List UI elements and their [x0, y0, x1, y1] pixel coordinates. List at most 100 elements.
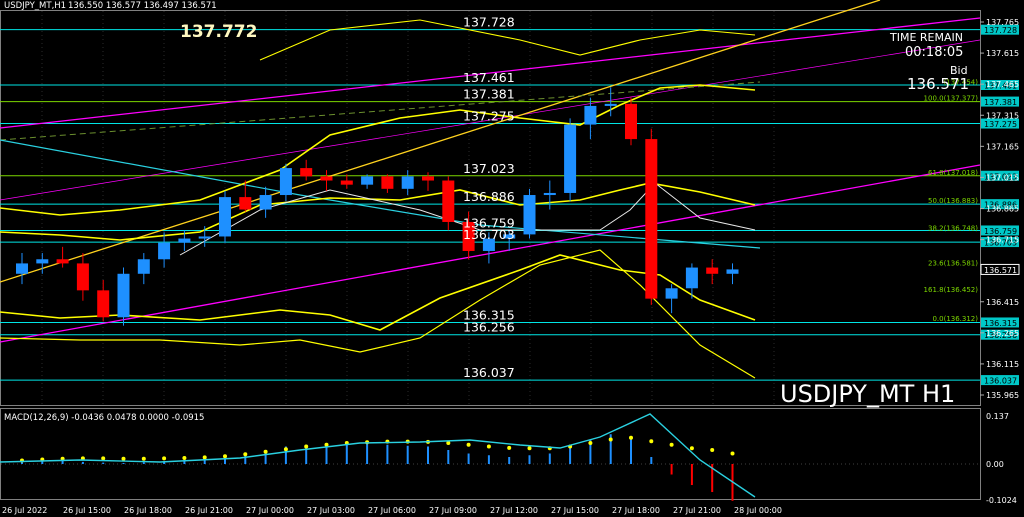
time-tick-label: 27 Jul 15:00 [551, 506, 599, 515]
fib-label: 161.8(136.452) [924, 286, 979, 294]
macd-signal-dot [101, 456, 106, 461]
level-axis-tag [981, 170, 1019, 181]
level-axis-tag-text: 137.275 [984, 120, 1017, 129]
time-axis: 26 Jul 2022 26 Jul 15:00 26 Jul 18:00 26 Ju… [2, 506, 782, 515]
time-tick-label: 26 Jul 15:00 [63, 506, 111, 515]
macd-signal-dot [223, 454, 227, 459]
macd-signal-dot [527, 446, 532, 451]
level-axis-tag-text: 136.759 [984, 227, 1017, 236]
time-tick-label: 27 Jul 09:00 [429, 506, 477, 515]
time-tick-label: 27 Jul 06:00 [368, 506, 416, 515]
price-tick-label: 137.615 [986, 49, 1019, 58]
candle-body [726, 269, 739, 274]
price-tick-label: 137.315 [986, 111, 1019, 120]
time-tick-label: 28 Jul 00:00 [734, 506, 782, 515]
macd-signal-dot [121, 456, 126, 461]
candle-body [706, 267, 719, 274]
level-axis-tag-text: 137.023 [984, 172, 1017, 181]
chart-watermark: USDJPY_MT H1 [780, 380, 955, 408]
candle-body [97, 290, 110, 318]
current-price-tag [980, 263, 1020, 275]
macd-signal-dot [507, 445, 512, 450]
candle-body [361, 176, 374, 185]
fib-label: (137.454) [944, 78, 979, 86]
macd-signal-dot [243, 452, 248, 457]
grid [41, 11, 775, 405]
level-labels: 137.728 137.728 137.461 137.461 137.381 137.3… [463, 15, 1019, 386]
price-axis: 137.765 137.615 137.465 137.315 137.165 137.0… [980, 18, 1020, 400]
trend-line-dashed [0, 81, 761, 141]
candle-body [422, 176, 434, 181]
level-label: 137.023 [463, 161, 515, 176]
level-label: 137.381 [463, 87, 515, 102]
macd-signal-dot [689, 446, 694, 451]
candle-body [543, 192, 556, 196]
level-axis-tag-text: 136.703 [984, 239, 1017, 248]
candle-body [442, 180, 455, 222]
macd-scale-label: 0.137 [986, 412, 1009, 421]
candle-body [320, 176, 333, 181]
level-axis-tag [981, 225, 1019, 236]
candle-body [56, 259, 69, 264]
bid-label: Bid [950, 64, 968, 77]
candle-body [381, 176, 394, 189]
price-tick-label: 136.265 [986, 329, 1019, 338]
time-tick-label: 26 Jul 18:00 [124, 506, 172, 515]
macd-signal-dot [182, 456, 187, 461]
time-tick-label: 27 Jul 03:00 [307, 506, 355, 515]
channel-line-mid [0, 39, 981, 201]
ma-line-white [179, 182, 756, 256]
level-axis-tag-text: 137.461 [984, 81, 1017, 90]
level-axis-tag [981, 317, 1019, 328]
candle-body [645, 139, 658, 299]
macd-pane-frame [0, 408, 981, 500]
level-axis-tag [981, 237, 1019, 248]
candle-body [198, 236, 211, 239]
level-axis-tag [981, 118, 1019, 129]
macd-signal-dot [730, 451, 735, 456]
macd-signal-dot [486, 444, 491, 449]
time-remain-label: TIME REMAIN [889, 31, 963, 44]
indicator-lines [0, 0, 981, 379]
level-label: 136.037 [463, 365, 515, 380]
level-label: 136.256 [463, 320, 515, 335]
level-axis-tag-text: 137.381 [984, 98, 1017, 107]
time-tick-label: 27 Jul 21:00 [673, 506, 721, 515]
candle-body [482, 238, 495, 251]
candle-body [462, 221, 475, 251]
level-axis-tag [981, 79, 1019, 90]
macd-signal-dot [162, 456, 167, 461]
fib-label: 50.0(136.883) [928, 197, 978, 205]
price-tick-label: 137.465 [986, 80, 1019, 89]
macd-signal-dot [202, 455, 207, 460]
level-axis-tag [981, 329, 1019, 340]
macd-signal-dot [446, 440, 451, 445]
time-tick-label: 26 Jul 2022 [2, 506, 47, 515]
fib-label: 61.8(137.018) [928, 169, 978, 177]
time-tick-label: 27 Jul 00:00 [246, 506, 294, 515]
candle-body [340, 180, 353, 185]
level-axis-tag-text: 136.037 [984, 377, 1017, 386]
fib-label: 23.6(136.581) [928, 259, 978, 267]
fib-label: 0.0(136.312) [932, 315, 978, 323]
macd-scale-label: 0.00 [986, 460, 1004, 469]
price-tick-label: 135.965 [986, 391, 1019, 400]
price-tick-label: 136.415 [986, 298, 1019, 307]
band-lower [0, 254, 756, 331]
candle-body [584, 105, 597, 125]
big-price-label: 137.772 [180, 22, 257, 42]
fib-label: 38.2(136.748) [928, 225, 978, 233]
macd-signal-dot [608, 437, 613, 442]
candle-body [300, 168, 313, 177]
band-upper-outer [259, 19, 756, 61]
level-label: 136.886 [463, 189, 515, 204]
trend-line-gold [0, 0, 881, 283]
price-tick-label: 136.715 [986, 236, 1019, 245]
macd-signal-dot [324, 442, 329, 447]
time-tick-label: 27 Jul 12:00 [490, 506, 538, 515]
candle-body [685, 267, 698, 289]
candle-body [523, 195, 536, 235]
macd-label: MACD(12,26,9) -0.0436 0.0478 0.0000 -0.0… [4, 413, 204, 423]
candle-body [625, 103, 637, 140]
